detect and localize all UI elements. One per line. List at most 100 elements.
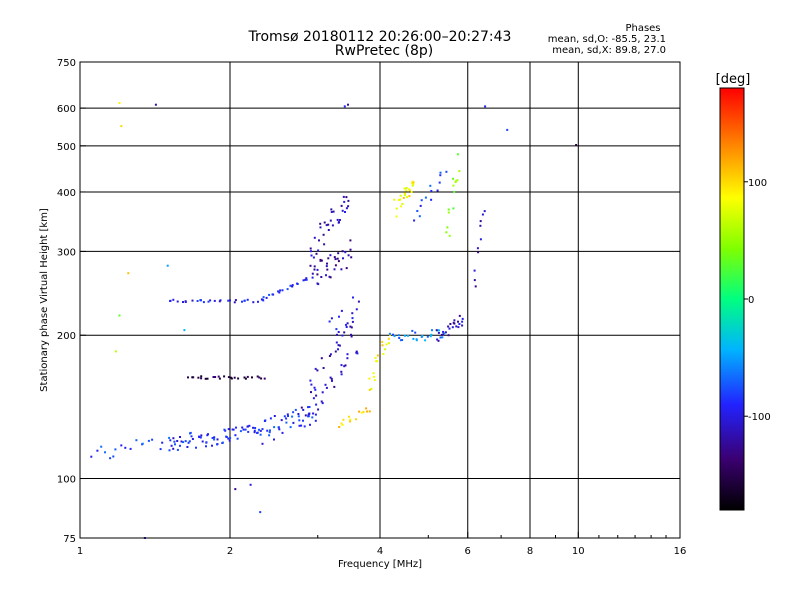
chart-title: Tromsø 20180112 20:26:00–20:27:43 <box>248 29 512 45</box>
data-point <box>340 268 343 271</box>
data-point <box>261 428 264 431</box>
data-point <box>429 335 432 338</box>
data-point <box>205 441 208 444</box>
data-point <box>345 326 348 328</box>
x-tick-label: 6 <box>465 546 471 557</box>
data-point <box>191 299 194 302</box>
data-point <box>343 365 346 368</box>
data-point <box>446 226 449 229</box>
data-point <box>426 335 429 338</box>
data-point <box>320 259 323 262</box>
data-point <box>341 423 344 426</box>
y-axis-label: Stationary phase Virtual Height [km] <box>39 208 50 392</box>
data-point <box>265 296 268 299</box>
data-point <box>351 320 354 323</box>
data-point <box>217 375 220 378</box>
data-point <box>296 282 299 285</box>
data-point <box>114 350 117 353</box>
data-point <box>330 208 333 211</box>
data-point <box>506 128 509 131</box>
data-point <box>302 408 305 411</box>
data-point <box>413 219 416 222</box>
data-point <box>358 410 361 413</box>
data-point <box>421 334 424 337</box>
data-point <box>345 207 348 210</box>
axis-ticks: 1 2 4 6 8 10 16 75 100 200 300 400 500 600 750 <box>57 58 686 557</box>
data-point <box>329 276 332 279</box>
data-point <box>303 425 306 428</box>
data-point <box>316 273 319 276</box>
data-point <box>310 254 313 257</box>
data-point <box>289 284 292 287</box>
data-point <box>473 279 476 282</box>
data-point <box>241 426 244 429</box>
data-point <box>348 415 350 418</box>
data-point <box>104 451 106 454</box>
data-point <box>483 210 486 213</box>
data-point <box>154 103 157 106</box>
data-point <box>246 298 249 301</box>
data-point <box>325 265 328 268</box>
data-point <box>452 321 455 324</box>
data-point <box>344 364 347 367</box>
data-point <box>319 222 322 225</box>
data-point <box>368 388 371 391</box>
data-point <box>401 202 404 205</box>
data-point <box>263 420 266 422</box>
data-point <box>420 199 423 202</box>
data-point <box>356 352 359 355</box>
y-tick-label: 100 <box>57 475 76 486</box>
data-point <box>328 355 331 357</box>
data-point <box>90 455 93 458</box>
data-point <box>405 187 408 189</box>
data-point <box>216 438 219 441</box>
data-point <box>403 187 406 190</box>
data-point <box>172 437 175 440</box>
data-point <box>246 375 249 378</box>
data-point <box>452 177 454 180</box>
data-point <box>315 403 318 406</box>
data-point <box>331 379 333 382</box>
data-point <box>118 102 121 104</box>
colorbar-tick-label: -100 <box>748 412 771 423</box>
data-point <box>372 372 375 375</box>
data-point <box>340 364 343 367</box>
data-point <box>281 289 284 292</box>
data-point <box>234 299 237 302</box>
data-point <box>350 326 353 329</box>
data-point <box>456 153 459 156</box>
data-point <box>333 256 336 259</box>
data-point <box>407 334 409 337</box>
data-point <box>211 437 214 439</box>
data-point <box>212 376 215 378</box>
data-point <box>382 353 385 355</box>
data-point <box>114 448 117 451</box>
data-point <box>182 441 185 444</box>
data-point <box>323 243 326 246</box>
data-point <box>328 320 331 323</box>
data-point <box>184 440 187 443</box>
data-point <box>205 445 207 448</box>
data-point <box>129 447 132 450</box>
data-point <box>338 315 340 318</box>
data-point <box>337 344 340 347</box>
data-point <box>351 317 354 320</box>
data-point <box>237 377 240 380</box>
data-point <box>456 179 459 182</box>
data-point <box>430 190 433 192</box>
legend-line-o: mean, sd,O: -85.5, 23.1 <box>548 34 666 45</box>
x-tick-label: 8 <box>527 546 533 557</box>
data-point <box>329 219 332 222</box>
y-tick-label: 75 <box>63 534 76 545</box>
data-point <box>311 276 314 279</box>
data-point <box>300 406 303 409</box>
data-point <box>384 348 387 351</box>
data-point <box>188 440 191 443</box>
data-point <box>233 301 236 304</box>
data-point <box>403 192 406 195</box>
data-point <box>374 356 377 359</box>
data-point <box>204 377 207 380</box>
data-point <box>259 433 262 436</box>
data-point <box>100 445 103 448</box>
data-point <box>268 434 271 437</box>
